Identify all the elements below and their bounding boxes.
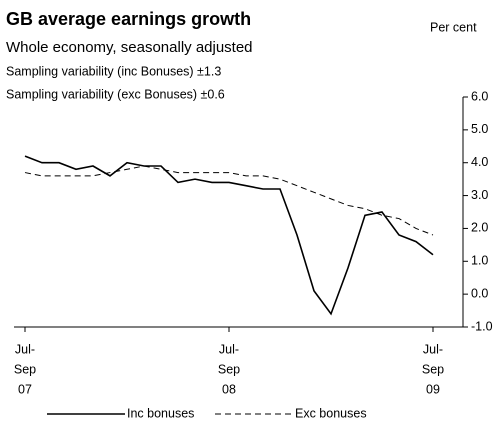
chart-title: GB average earnings growth [6, 9, 251, 29]
y-tick-label: 6.0 [471, 89, 488, 103]
x-tick-label: Jul- [219, 342, 239, 356]
x-tick-label: 07 [18, 382, 32, 396]
y-tick-label: 3.0 [471, 188, 488, 202]
annotation: Sampling variability (exc Bonuses) ±0.6 [6, 87, 225, 101]
y-axis-label: Per cent [430, 20, 477, 34]
x-tick-label: Jul- [423, 342, 443, 356]
y-tick-label: 2.0 [471, 221, 488, 235]
y-tick-label: 5.0 [471, 122, 488, 136]
series-line [24, 165, 434, 236]
legend-label: Exc bonuses [295, 406, 367, 420]
x-tick-label: 08 [222, 382, 236, 396]
x-tick-label: 09 [426, 382, 440, 396]
y-tick-label: -1.0 [471, 319, 493, 333]
series-line [24, 155, 434, 316]
y-tick-label: 4.0 [471, 155, 488, 169]
x-tick-label: Jul- [15, 342, 35, 356]
annotation: Sampling variability (inc Bonuses) ±1.3 [6, 64, 221, 78]
x-tick-label: Sep [14, 362, 36, 376]
subtitle: Whole economy, seasonally adjusted [6, 39, 253, 56]
y-tick-label: 1.0 [471, 254, 488, 268]
x-tick-label: Sep [422, 362, 444, 376]
legend-label: Inc bonuses [127, 406, 194, 420]
x-tick-label: Sep [218, 362, 240, 376]
y-tick-label: 0.0 [471, 286, 488, 300]
